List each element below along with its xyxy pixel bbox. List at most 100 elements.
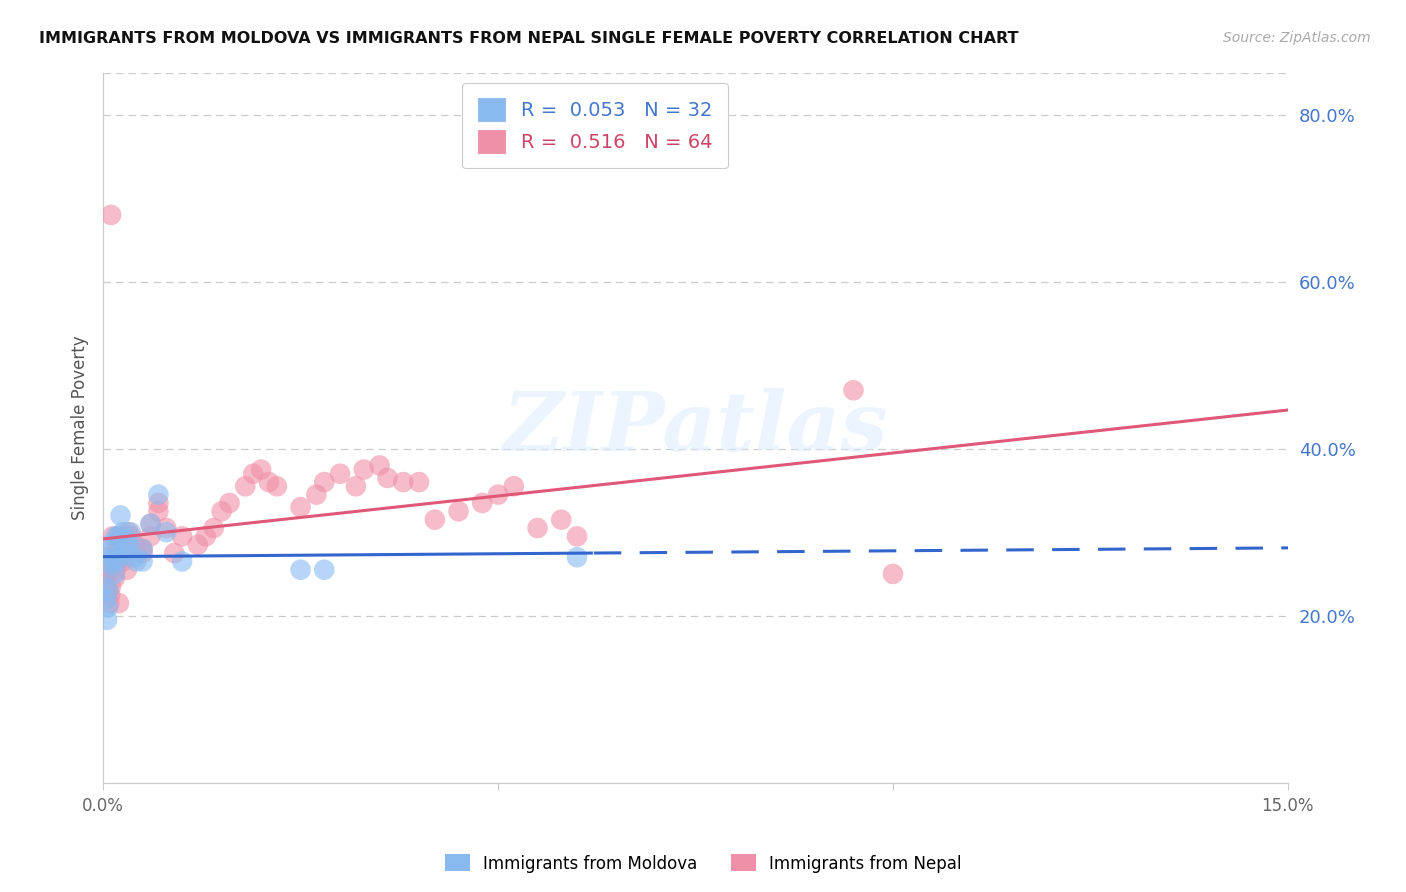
Point bbox=[233, 479, 256, 493]
Point bbox=[314, 563, 336, 577]
Point bbox=[486, 488, 509, 502]
Point bbox=[98, 538, 121, 552]
Point bbox=[96, 583, 118, 598]
Point bbox=[194, 529, 217, 543]
Point bbox=[115, 538, 138, 552]
Point bbox=[108, 529, 131, 543]
Text: IMMIGRANTS FROM MOLDOVA VS IMMIGRANTS FROM NEPAL SINGLE FEMALE POVERTY CORRELATI: IMMIGRANTS FROM MOLDOVA VS IMMIGRANTS FR… bbox=[39, 31, 1019, 46]
Point bbox=[108, 596, 131, 610]
Point bbox=[111, 525, 134, 540]
Point bbox=[97, 583, 120, 598]
Point bbox=[155, 521, 177, 535]
Point bbox=[101, 529, 124, 543]
Point bbox=[100, 558, 122, 573]
Legend: R =  0.053   N = 32, R =  0.516   N = 64: R = 0.053 N = 32, R = 0.516 N = 64 bbox=[463, 83, 728, 169]
Point bbox=[155, 525, 177, 540]
Point bbox=[502, 479, 524, 493]
Point bbox=[131, 541, 153, 556]
Point bbox=[98, 554, 121, 568]
Point bbox=[257, 475, 280, 489]
Point bbox=[125, 546, 148, 560]
Point bbox=[100, 579, 122, 593]
Point bbox=[120, 525, 142, 540]
Point bbox=[117, 538, 139, 552]
Point bbox=[100, 208, 122, 222]
Point bbox=[377, 471, 399, 485]
Point bbox=[187, 538, 209, 552]
Point bbox=[131, 546, 153, 560]
Point bbox=[423, 513, 446, 527]
Point bbox=[97, 563, 120, 577]
Text: ZIPatlas: ZIPatlas bbox=[503, 388, 889, 467]
Point bbox=[242, 467, 264, 481]
Point bbox=[97, 550, 120, 565]
Y-axis label: Single Female Poverty: Single Female Poverty bbox=[72, 335, 89, 520]
Point bbox=[103, 554, 125, 568]
Point bbox=[98, 588, 121, 602]
Point bbox=[447, 504, 470, 518]
Point bbox=[211, 504, 233, 518]
Point bbox=[305, 488, 328, 502]
Point bbox=[104, 571, 127, 585]
Point bbox=[105, 541, 128, 556]
Point bbox=[218, 496, 240, 510]
Point bbox=[250, 462, 273, 476]
Point bbox=[104, 529, 127, 543]
Point bbox=[124, 550, 146, 565]
Legend: Immigrants from Moldova, Immigrants from Nepal: Immigrants from Moldova, Immigrants from… bbox=[437, 847, 969, 880]
Point bbox=[266, 479, 288, 493]
Point bbox=[110, 508, 132, 523]
Point bbox=[353, 462, 375, 476]
Point bbox=[329, 467, 352, 481]
Point bbox=[290, 500, 312, 515]
Point bbox=[314, 475, 336, 489]
Point bbox=[115, 563, 138, 577]
Point bbox=[172, 554, 194, 568]
Point bbox=[368, 458, 391, 473]
Point bbox=[111, 554, 134, 568]
Point bbox=[202, 521, 225, 535]
Point bbox=[148, 496, 170, 510]
Point bbox=[97, 600, 120, 615]
Point bbox=[104, 566, 127, 581]
Point bbox=[96, 558, 118, 573]
Point bbox=[108, 550, 131, 565]
Point bbox=[842, 384, 865, 398]
Point bbox=[117, 525, 139, 540]
Point bbox=[550, 513, 572, 527]
Point bbox=[103, 550, 125, 565]
Point bbox=[96, 613, 118, 627]
Text: Source: ZipAtlas.com: Source: ZipAtlas.com bbox=[1223, 31, 1371, 45]
Point bbox=[124, 538, 146, 552]
Point bbox=[93, 575, 115, 590]
Point bbox=[110, 550, 132, 565]
Point bbox=[104, 563, 127, 577]
Point bbox=[115, 546, 138, 560]
Point bbox=[93, 579, 115, 593]
Point bbox=[131, 541, 153, 556]
Point bbox=[172, 529, 194, 543]
Point bbox=[131, 554, 153, 568]
Point bbox=[105, 554, 128, 568]
Point bbox=[101, 541, 124, 556]
Point bbox=[290, 563, 312, 577]
Point bbox=[565, 550, 588, 565]
Point bbox=[115, 533, 138, 548]
Point bbox=[125, 554, 148, 568]
Point bbox=[98, 596, 121, 610]
Point bbox=[471, 496, 494, 510]
Point bbox=[148, 488, 170, 502]
Point bbox=[148, 504, 170, 518]
Point bbox=[108, 529, 131, 543]
Point bbox=[108, 550, 131, 565]
Point bbox=[96, 592, 118, 607]
Point bbox=[139, 516, 162, 531]
Point bbox=[392, 475, 415, 489]
Point bbox=[163, 546, 186, 560]
Point bbox=[565, 529, 588, 543]
Point bbox=[139, 529, 162, 543]
Point bbox=[882, 566, 904, 581]
Point bbox=[526, 521, 548, 535]
Point bbox=[120, 529, 142, 543]
Point bbox=[408, 475, 430, 489]
